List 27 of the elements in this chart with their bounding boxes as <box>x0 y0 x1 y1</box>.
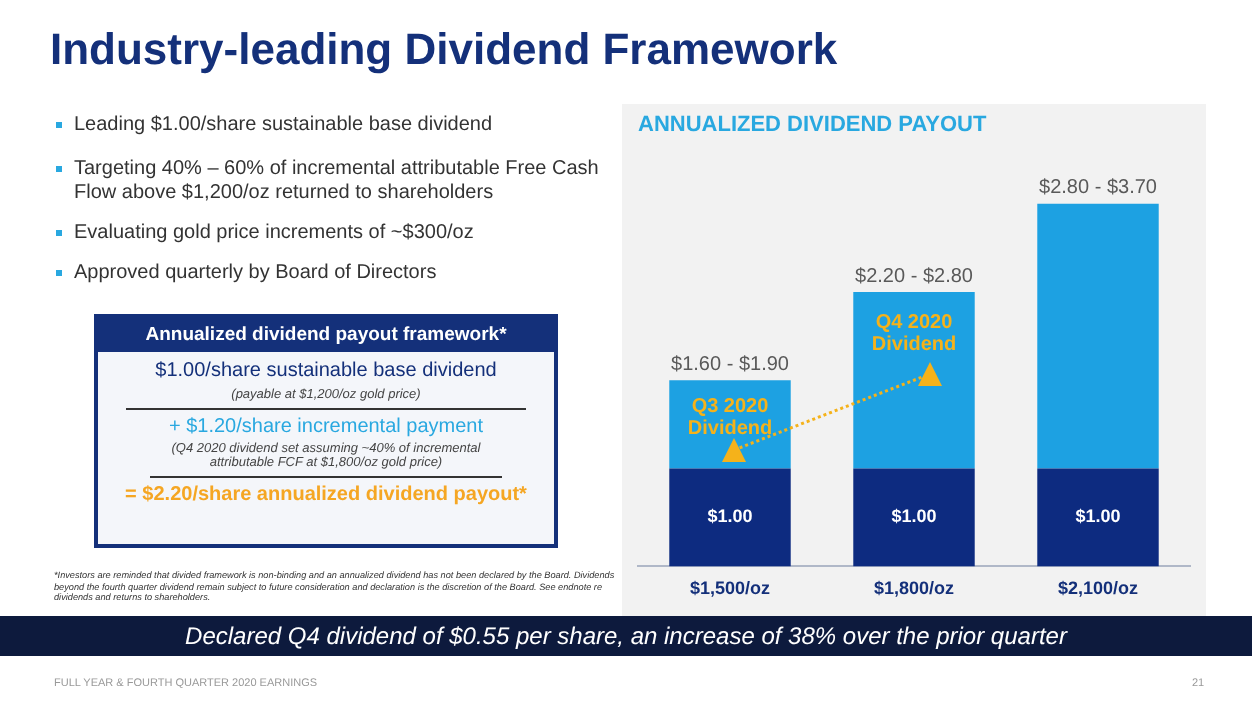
bar <box>853 468 975 567</box>
data-label: $1.00 <box>707 506 753 527</box>
bar <box>853 292 975 469</box>
bar <box>669 468 791 567</box>
text: + $1.20/share incremental payment <box>166 416 486 438</box>
text: Approved quarterly by Board of Directors <box>74 262 437 286</box>
total-label: $2.80 - $3.70 <box>1039 177 1158 200</box>
total-label: $2.20 - $2.80 <box>855 265 974 288</box>
text: = $2.20/share annualized dividend payout* <box>123 484 529 506</box>
text: Targeting 40% – 60% of incremental attributable Free Cash Flow above $1,200/oz returned to shareholders <box>74 158 601 206</box>
total-label: $1.60 - $1.90 <box>671 353 790 376</box>
data-label: $1.00 <box>891 506 937 527</box>
text: $1.00/share sustainable base dividend <box>153 360 499 382</box>
x-tick-label: $2,100/oz <box>1057 578 1140 599</box>
text: Leading $1.00/share sustainable base dividend <box>74 114 493 138</box>
chart-title: ANNUALIZED DIVIDEND PAYOUT <box>638 113 987 138</box>
text: Annualized dividend payout framework* <box>98 318 554 352</box>
bar <box>1037 468 1159 567</box>
text: Declared Q4 dividend of $0.55 per share, an increase of 38% over the prior quarter <box>0 616 1252 656</box>
x-tick-label: $1,500/oz <box>689 578 772 599</box>
text: Industry-leading Dividend Framework <box>50 24 838 76</box>
annotation: Q3 2020 Dividend <box>687 395 773 440</box>
text: Evaluating gold price increments of ~$300/oz <box>74 222 474 246</box>
x-tick-label: $1,800/oz <box>873 578 956 599</box>
bar <box>1037 203 1159 469</box>
data-label: $1.00 <box>1075 506 1121 527</box>
annotation: Q4 2020 Dividend <box>871 311 957 356</box>
